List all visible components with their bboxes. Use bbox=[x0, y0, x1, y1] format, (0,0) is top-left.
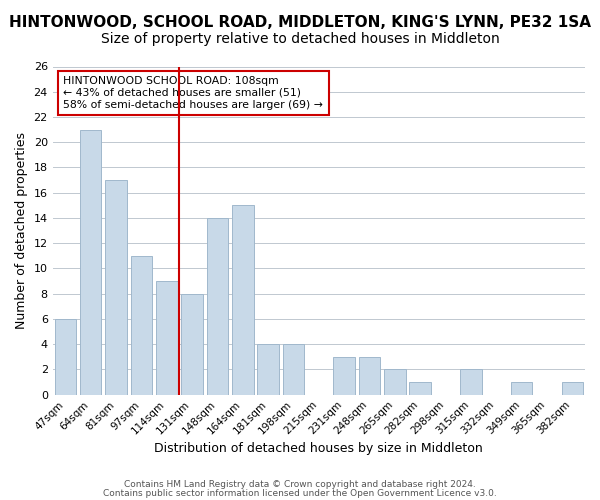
Bar bbox=[156, 281, 178, 394]
Bar bbox=[105, 180, 127, 394]
Bar bbox=[334, 357, 355, 395]
Bar bbox=[384, 370, 406, 394]
Text: Contains public sector information licensed under the Open Government Licence v3: Contains public sector information licen… bbox=[103, 489, 497, 498]
Bar bbox=[232, 206, 254, 394]
Text: Contains HM Land Registry data © Crown copyright and database right 2024.: Contains HM Land Registry data © Crown c… bbox=[124, 480, 476, 489]
Bar bbox=[562, 382, 583, 394]
Bar bbox=[511, 382, 532, 394]
Bar bbox=[131, 256, 152, 394]
Text: HINTONWOOD SCHOOL ROAD: 108sqm
← 43% of detached houses are smaller (51)
58% of : HINTONWOOD SCHOOL ROAD: 108sqm ← 43% of … bbox=[64, 76, 323, 110]
Bar bbox=[80, 130, 101, 394]
Bar bbox=[257, 344, 279, 395]
X-axis label: Distribution of detached houses by size in Middleton: Distribution of detached houses by size … bbox=[154, 442, 483, 455]
Bar bbox=[359, 357, 380, 395]
Text: Size of property relative to detached houses in Middleton: Size of property relative to detached ho… bbox=[101, 32, 499, 46]
Bar bbox=[409, 382, 431, 394]
Bar bbox=[181, 294, 203, 394]
Bar bbox=[283, 344, 304, 395]
Bar bbox=[55, 319, 76, 394]
Y-axis label: Number of detached properties: Number of detached properties bbox=[15, 132, 28, 329]
Text: HINTONWOOD, SCHOOL ROAD, MIDDLETON, KING'S LYNN, PE32 1SA: HINTONWOOD, SCHOOL ROAD, MIDDLETON, KING… bbox=[9, 15, 591, 30]
Bar bbox=[206, 218, 228, 394]
Bar bbox=[460, 370, 482, 394]
